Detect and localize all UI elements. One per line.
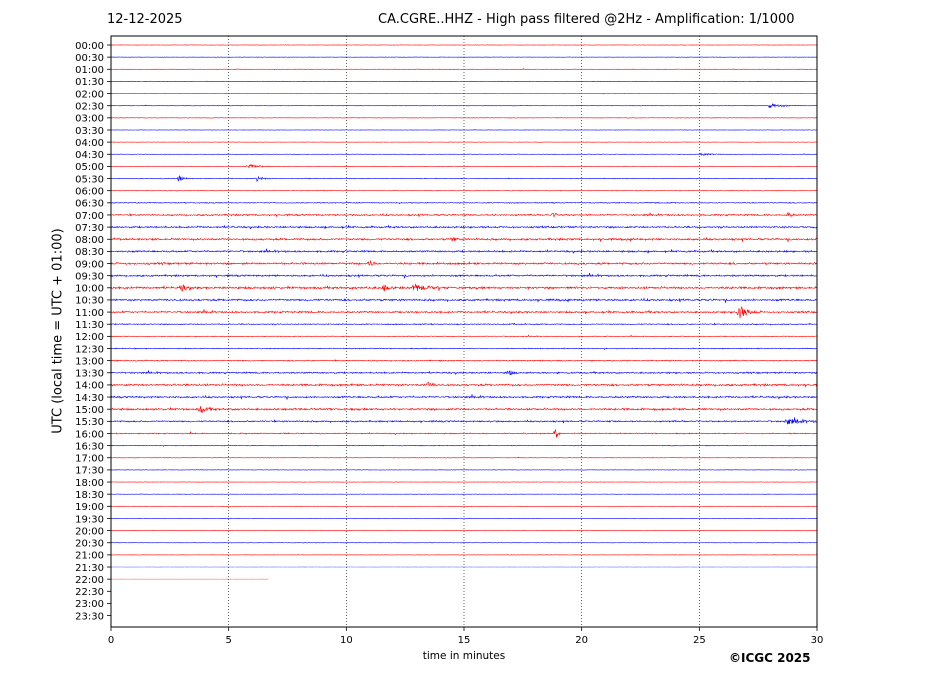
- chart-title: CA.CGRE..HHZ - High pass filtered @2Hz -…: [378, 12, 795, 27]
- y-tick-label: 20:30: [75, 539, 104, 550]
- x-tick-label: 10: [340, 635, 353, 646]
- trace-1430: [110, 394, 818, 400]
- trace-0800: [110, 236, 818, 243]
- x-tick-label: 30: [811, 635, 824, 646]
- y-tick-label: 05:30: [75, 174, 104, 185]
- y-tick-label: 12:30: [75, 344, 104, 355]
- plot-frame: [110, 35, 818, 628]
- y-tick-label: 14:30: [75, 393, 104, 404]
- y-tick-label: 02:30: [75, 102, 104, 113]
- y-tick-label: 17:00: [75, 454, 104, 465]
- trace-0600: [110, 189, 818, 192]
- y-tick-label: 21:30: [75, 563, 104, 574]
- y-tick-label: 13:30: [75, 369, 104, 380]
- y-tick-label: 21:00: [75, 551, 104, 562]
- trace-1730: [110, 469, 818, 471]
- y-tick-label: 13:00: [75, 356, 104, 367]
- copyright-credit: ©ICGC 2025: [729, 651, 811, 665]
- y-tick-label: 06:00: [75, 186, 104, 197]
- trace-1100: [110, 306, 818, 319]
- y-tick-label: 15:30: [75, 417, 104, 428]
- trace-0100: [110, 68, 818, 71]
- trace-0630: [110, 201, 818, 205]
- y-tick-label: 01:30: [75, 77, 104, 88]
- trace-0930: [110, 272, 818, 279]
- y-tick-label: 06:30: [75, 199, 104, 210]
- y-tick-label: 07:30: [75, 223, 104, 234]
- y-tick-label: 11:00: [75, 308, 104, 319]
- trace-1630: [110, 444, 818, 447]
- y-tick-label: 18:00: [75, 478, 104, 489]
- y-tick-label: 03:30: [75, 126, 104, 137]
- trace-1530: [110, 417, 818, 425]
- trace-0700: [110, 211, 818, 218]
- y-tick-label: 19:00: [75, 502, 104, 513]
- trace-0200: [110, 92, 818, 95]
- trace-0900: [110, 259, 818, 266]
- trace-1830: [110, 493, 818, 495]
- trace-0500: [111, 164, 818, 169]
- x-axis-label: time in minutes: [422, 650, 506, 662]
- trace-1230: [110, 347, 818, 350]
- trace-0530: [110, 174, 818, 182]
- y-tick-label: 18:30: [75, 490, 104, 501]
- y-tick-label: 08:30: [75, 247, 104, 258]
- y-tick-label: 05:00: [75, 162, 104, 173]
- trace-1130: [110, 322, 818, 326]
- y-tick-label: 07:00: [75, 211, 104, 222]
- trace-1200: [110, 334, 818, 338]
- trace-0130: [110, 80, 818, 83]
- y-tick-label: 16:00: [75, 429, 104, 440]
- trace-1700: [110, 456, 818, 459]
- trace-0230: [110, 103, 818, 109]
- y-tick-label: 10:00: [75, 284, 104, 295]
- y-tick-label: 22:30: [75, 587, 104, 598]
- x-tick-label: 20: [575, 635, 588, 646]
- y-tick-label: 12:00: [75, 332, 104, 343]
- y-tick-label: 16:30: [75, 441, 104, 452]
- y-tick-label: 04:00: [75, 138, 104, 149]
- y-tick-label: 19:30: [75, 514, 104, 525]
- trace-2030: [110, 541, 818, 544]
- y-tick-label: 20:00: [75, 526, 104, 537]
- y-tick-label: 23:00: [75, 599, 104, 610]
- trace-1930: [110, 517, 818, 519]
- y-tick-label: 08:00: [75, 235, 104, 246]
- y-tick-label: 17:30: [75, 466, 104, 477]
- trace-1400: [110, 382, 818, 388]
- x-tick-label: 25: [693, 635, 706, 646]
- y-tick-label: 01:00: [75, 65, 104, 76]
- x-tick-label: 5: [225, 635, 231, 646]
- y-tick-label: 14:00: [75, 381, 104, 392]
- trace-0430: [110, 152, 818, 156]
- y-tick-label: 02:00: [75, 89, 104, 100]
- y-tick-label: 15:00: [75, 405, 104, 416]
- trace-0300: [110, 117, 818, 119]
- y-tick-label: 04:30: [75, 150, 104, 161]
- y-tick-label: 09:00: [75, 259, 104, 270]
- trace-0830: [110, 248, 818, 254]
- trace-1600: [110, 428, 818, 438]
- y-tick-label: 22:00: [75, 575, 104, 586]
- y-tick-label: 00:00: [75, 41, 104, 52]
- trace-0000: [110, 44, 818, 46]
- y-tick-label: 11:30: [75, 320, 104, 331]
- chart-date: 12-12-2025: [107, 12, 183, 27]
- trace-1000: [110, 283, 818, 292]
- trace-0730: [110, 224, 818, 230]
- y-tick-label: 23:30: [75, 611, 104, 622]
- y-tick-label: 00:30: [75, 53, 104, 64]
- y-tick-label: 10:30: [75, 296, 104, 307]
- trace-1500: [110, 406, 818, 414]
- trace-1030: [110, 297, 818, 303]
- trace-0330: [110, 129, 818, 131]
- trace-1300: [110, 358, 818, 363]
- y-tick-label: 09:30: [75, 271, 104, 282]
- trace-1330: [110, 370, 818, 376]
- x-tick-label: 15: [458, 635, 471, 646]
- x-tick-label: 0: [108, 635, 114, 646]
- y-axis-label: UTC (local time = UTC + 01:00): [50, 228, 66, 434]
- y-tick-label: 03:00: [75, 114, 104, 125]
